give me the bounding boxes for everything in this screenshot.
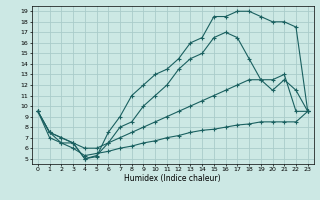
X-axis label: Humidex (Indice chaleur): Humidex (Indice chaleur) (124, 174, 221, 183)
